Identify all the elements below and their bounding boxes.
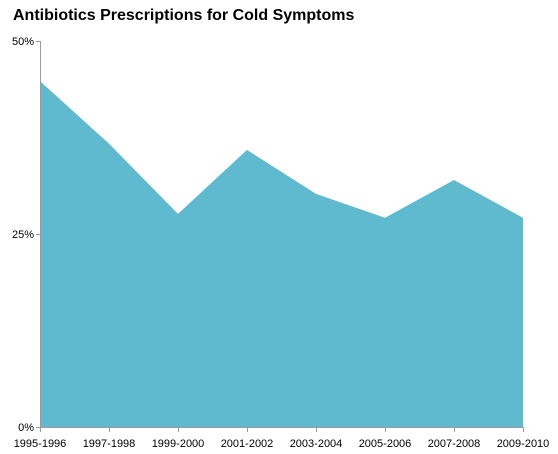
- y-tick-label: 50%: [12, 36, 34, 48]
- y-tick-label: 25%: [12, 229, 34, 241]
- x-tick-label: 2003-2004: [290, 438, 343, 450]
- x-tick-label: 1995-1996: [14, 438, 67, 450]
- axes: [36, 41, 524, 432]
- y-tick-label: 0%: [18, 422, 34, 434]
- x-tick-label: 2007-2008: [428, 438, 481, 450]
- area-series-0: [40, 81, 523, 427]
- x-tick-label: 2009-2010: [497, 438, 550, 450]
- x-tick-label: 2001-2002: [221, 438, 274, 450]
- tick-labels: 0% 25% 50% 1995-1996 1997-1998 1999-2000 2001-…: [12, 36, 549, 450]
- chart-title: Antibiotics Prescriptions for Cold Sympt…: [13, 7, 355, 24]
- x-tick-label: 1999-2000: [152, 438, 205, 450]
- x-tick-label: 1997-1998: [83, 438, 136, 450]
- x-tick-label: 2005-2006: [359, 438, 412, 450]
- plot-area: [40, 81, 523, 427]
